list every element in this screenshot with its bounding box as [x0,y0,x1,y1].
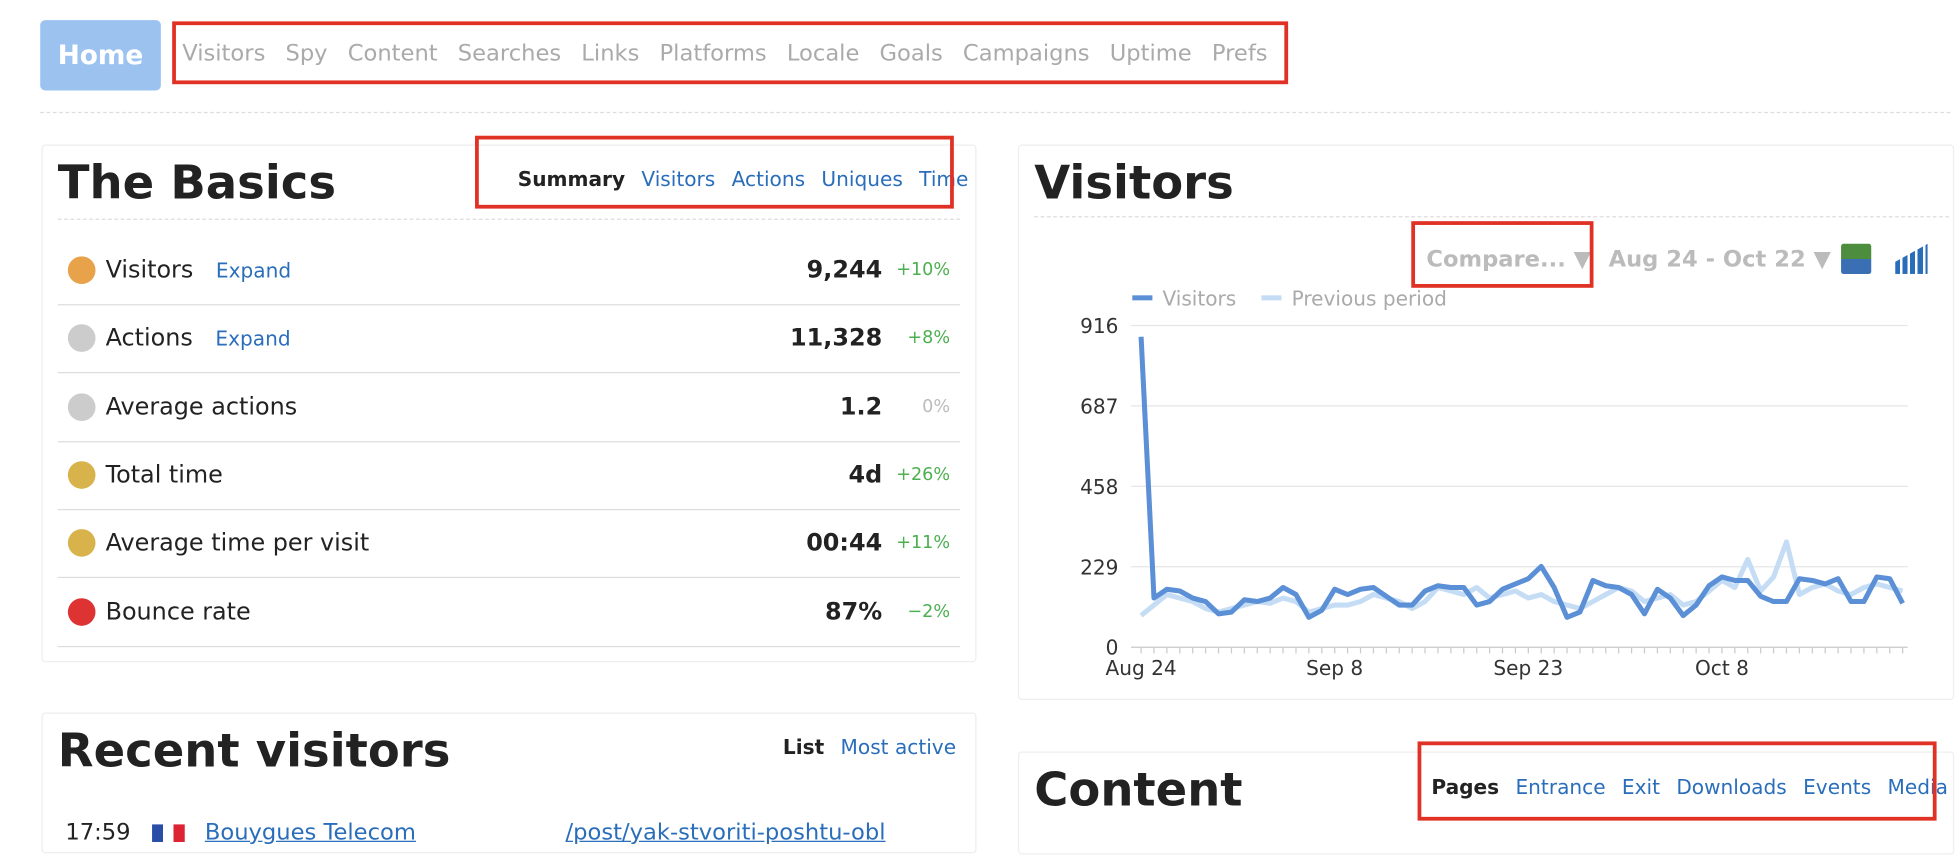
tab[interactable]: Actions [731,167,806,192]
row-value: 1.2 [839,392,883,421]
expand-link[interactable]: Expand [215,326,291,351]
legend-swatch [1132,295,1153,301]
tab[interactable]: Visitors [641,167,716,192]
tab[interactable]: Downloads [1676,775,1787,800]
compare-dropdown[interactable]: Compare... ▼ [1426,246,1592,273]
row-change: +11% [896,533,951,554]
visitors-panel [1017,144,1955,700]
export-icon[interactable] [1841,243,1872,274]
stat-row: Visitors Expand 9,244 +10% [57,236,961,306]
row-icon [67,324,96,353]
highlight-box [1417,741,1937,821]
panel-title: Content [1034,762,1243,817]
row-change: 0% [922,396,951,417]
visitors-chart: 0 229 458 687 916 Aug 24 Sep 8 Sep 23 Oct 8 Visit… [1080,286,1908,680]
nav-item[interactable]: Spy [285,40,328,67]
home-button[interactable]: Home [40,20,161,91]
row-icon [67,597,96,626]
series-line [1138,336,1905,620]
row-value: 87% [825,597,883,626]
row-value: 11,328 [790,324,883,353]
stat-row: Average time per visit 00:44 +11% [57,509,961,579]
divider [40,111,1951,114]
page: {"nav":{"home":"Home","items":["Visitors… [40,20,1955,855]
tab[interactable]: Uniques [821,167,903,192]
row-icon [67,392,96,421]
tab[interactable]: List [782,735,825,760]
tab[interactable]: Events [1803,775,1872,800]
row-label: Actions [105,324,193,353]
nav-item[interactable]: Locale [786,40,860,67]
tabs: Summary Visitors Actions Uniques Time [518,167,969,191]
tab[interactable]: Summary [517,167,626,192]
tab[interactable]: Entrance [1515,775,1606,800]
nav-item[interactable]: Content [347,40,438,67]
row-value: 00:44 [806,529,883,557]
screen: Home Visitors Spy Content Searches Links Plat… [40,20,1955,855]
row-icon [67,461,96,489]
date-range[interactable]: Aug 24 - Oct 22 ▼ [1608,246,1831,273]
nav-item[interactable]: Visitors [182,40,266,67]
stat-row: Actions Expand 11,328 +8% [57,304,961,374]
nav-item[interactable]: Links [581,40,640,67]
basics-panel [41,144,977,663]
row-label: Total time [105,461,223,489]
highlight-box [1411,221,1594,288]
stat-row: Total time 4d +26% [57,441,961,511]
y-tick-label: 229 [1080,555,1118,579]
nav-bar: Visitors Spy Content Searches Links Platforms… [182,40,1267,66]
legend-label: Visitors [1162,286,1236,310]
series-line [1139,539,1904,618]
expand-link[interactable]: Expand [215,258,292,283]
legend-label: Previous period [1292,286,1447,310]
row-label: Bounce rate [105,597,251,626]
nav-item[interactable]: Uptime [1109,40,1192,67]
row-change: −2% [907,601,951,622]
nav-item[interactable]: Searches [457,40,562,67]
tab[interactable]: Time [919,167,969,192]
recent-panel [41,712,977,854]
row-label: Average time per visit [105,529,370,557]
stat-row: Average actions 1.2 0% [57,373,961,442]
tab[interactable]: Most active [840,735,957,760]
x-tick-label: Aug 24 [1105,656,1176,680]
row-change: +10% [896,260,951,281]
row-change: +8% [907,328,951,349]
legend-swatch [1261,295,1282,301]
divider [1034,216,1950,218]
row-label: Average actions [105,392,298,421]
highlight-box [475,135,954,209]
stat-row: Bounce rate 87% −2% [57,577,961,647]
highlight-box [172,21,1289,85]
tabs: List Most active [783,735,956,759]
nav-item[interactable]: Prefs [1211,40,1268,67]
tab[interactable]: Pages [1431,775,1500,800]
x-tick-label: Sep 8 [1306,656,1363,680]
panel-title: Recent visitors [57,723,451,778]
tab[interactable]: Exit [1621,775,1660,800]
nav-item[interactable]: Goals [879,40,943,67]
panel-title: The Basics [57,155,337,210]
row-value: 4d [848,461,883,489]
x-tick-label: Oct 8 [1695,656,1749,680]
panel-title: Visitors [1034,155,1234,210]
y-tick-label: 916 [1080,314,1118,338]
x-tick-label: Sep 23 [1493,656,1563,680]
row-change: +26% [896,464,951,485]
row-label: Visitors [105,256,194,285]
y-tick-label: 687 [1080,394,1118,418]
row-icon [67,529,96,557]
y-tick-label: 458 [1080,475,1118,499]
nav-item[interactable]: Campaigns [962,40,1090,67]
nav-item[interactable]: Platforms [659,40,767,67]
row-icon [67,256,96,285]
tabs: Pages Entrance Exit Downloads Events Media [1431,775,1948,799]
divider [57,218,961,220]
y-tick-label: 0 [1106,636,1119,660]
row-value: 9,244 [806,256,883,285]
